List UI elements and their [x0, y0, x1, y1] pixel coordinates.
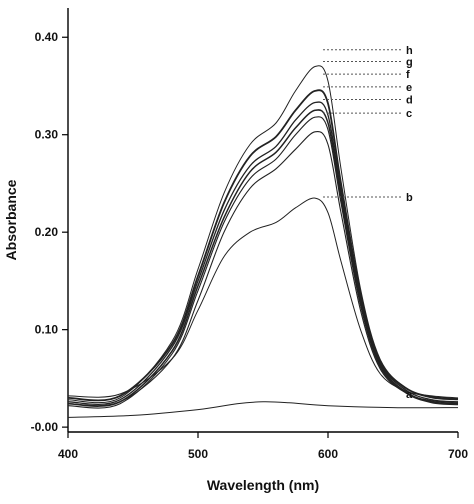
series-label-b: b	[406, 192, 413, 204]
series-label-e: e	[406, 82, 412, 94]
series-line-e	[67, 109, 459, 407]
y-tick-label: 0.10	[35, 323, 59, 337]
y-tick-label: 0.40	[35, 30, 59, 44]
series-label-h: h	[406, 45, 413, 57]
x-tick-label: 500	[188, 447, 208, 461]
y-tick-label: 0.30	[35, 128, 59, 142]
series-line-c	[67, 130, 459, 407]
y-ticks: -0.00 0.10 0.20 0.30 0.40	[31, 30, 68, 434]
series-label-g: g	[406, 57, 413, 69]
x-tick-label: 700	[448, 447, 468, 461]
series-line-f	[67, 101, 459, 406]
series-layer	[67, 65, 459, 418]
series-line-a	[67, 401, 459, 418]
x-tick-label: 400	[58, 447, 78, 461]
x-ticks: 400 500 600 700	[58, 432, 468, 461]
y-axis-title: Absorbance	[3, 179, 19, 260]
y-tick-label: -0.00	[31, 420, 59, 434]
series-label-f: f	[406, 69, 410, 81]
series-line-b	[67, 197, 459, 399]
series-line-h	[67, 65, 459, 404]
series-line-d	[67, 116, 459, 409]
x-tick-label: 600	[318, 447, 338, 461]
axes	[67, 8, 458, 433]
series-label-c: c	[406, 108, 412, 120]
y-tick-label: 0.20	[35, 225, 59, 239]
series-label-a: a	[406, 389, 413, 401]
x-axis-title: Wavelength (nm)	[207, 477, 319, 493]
series-label-d: d	[406, 95, 413, 107]
series-line-g	[67, 89, 459, 402]
